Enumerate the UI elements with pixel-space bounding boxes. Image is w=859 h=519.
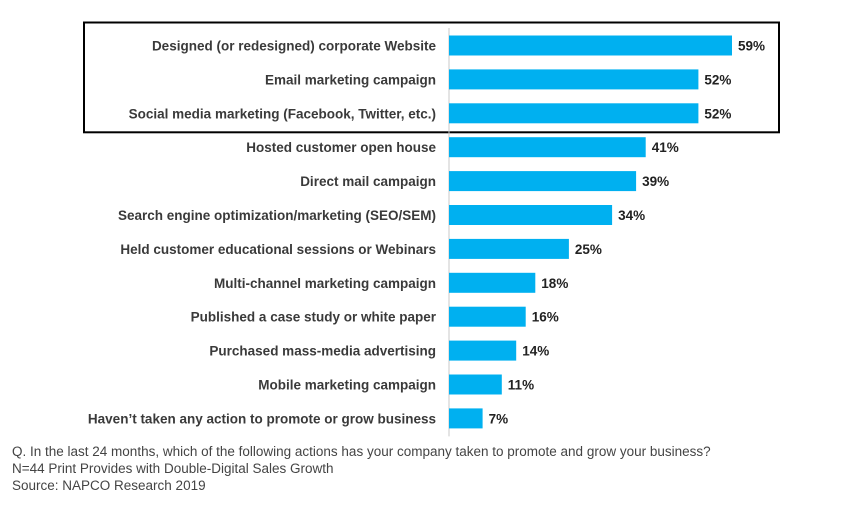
value-label: 18%: [541, 276, 568, 291]
category-label: Haven’t taken any action to promote or g…: [88, 411, 436, 426]
bar: [449, 137, 646, 158]
category-label: Direct mail campaign: [300, 174, 436, 189]
bar: [449, 272, 536, 293]
category-label: Social media marketing (Facebook, Twitte…: [129, 106, 436, 121]
category-label: Mobile marketing campaign: [258, 378, 436, 393]
category-labels: Designed (or redesigned) corporate Websi…: [88, 39, 437, 427]
bar: [449, 340, 517, 361]
survey-question: Q. In the last 24 months, which of the f…: [12, 444, 711, 459]
bar: [449, 171, 637, 192]
bar: [449, 69, 699, 90]
value-label: 25%: [575, 242, 602, 257]
value-label: 11%: [508, 378, 534, 393]
category-label: Purchased mass-media advertising: [209, 344, 436, 359]
value-label: 39%: [642, 174, 669, 189]
bars: [449, 35, 732, 429]
value-labels: 59% 52% 52% 41% 39% 34% 25% 18% 16% 14% 11% 7%: [489, 39, 765, 427]
value-label: 14%: [522, 344, 549, 359]
bar: [449, 205, 613, 225]
bar: [449, 408, 483, 429]
category-label: Held customer educational sessions or We…: [120, 242, 436, 257]
value-label: 34%: [618, 208, 645, 223]
value-label: 52%: [704, 72, 731, 87]
bar: [449, 374, 502, 395]
footnote: Q. In the last 24 months, which of the f…: [12, 443, 711, 494]
bar: [449, 103, 699, 124]
bar: [449, 35, 732, 56]
bar-chart: Designed (or redesigned) corporate Websi…: [83, 21, 780, 437]
value-label: 41%: [652, 140, 679, 155]
category-label: Hosted customer open house: [246, 140, 436, 155]
sample-size: N=44 Print Provides with Double-Digital …: [12, 461, 334, 476]
source-note: Source: NAPCO Research 2019: [12, 478, 206, 493]
highlight-box: [83, 21, 780, 134]
bar: [449, 306, 526, 327]
value-label: 7%: [489, 411, 509, 426]
value-label: 16%: [532, 310, 559, 325]
category-label: Published a case study or white paper: [191, 310, 437, 325]
value-label: 59%: [738, 39, 765, 54]
bar: [449, 238, 569, 259]
value-label: 52%: [704, 106, 731, 121]
category-label: Search engine optimization/marketing (SE…: [118, 208, 436, 223]
category-label: Multi-channel marketing campaign: [214, 276, 436, 291]
category-label: Email marketing campaign: [265, 72, 436, 87]
category-label: Designed (or redesigned) corporate Websi…: [152, 39, 437, 54]
